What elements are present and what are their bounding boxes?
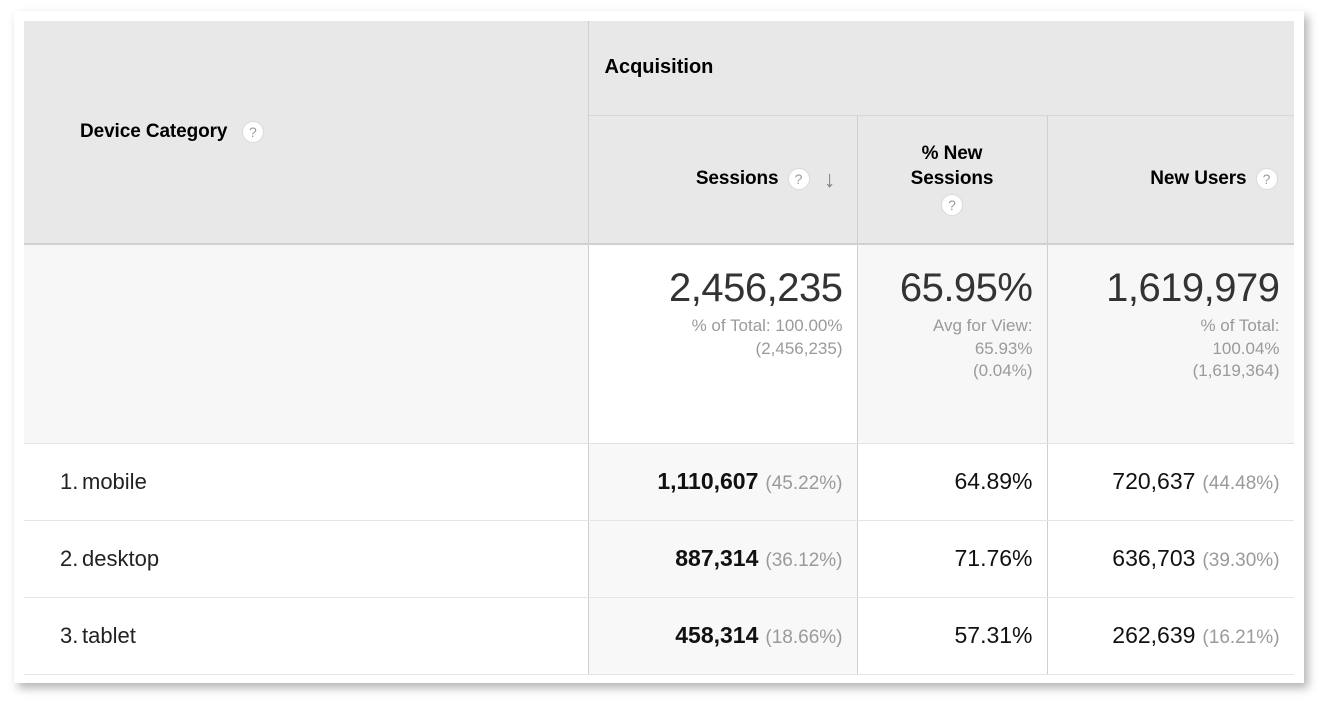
- row-sessions-percent: (18.66%): [765, 627, 843, 648]
- row-pct-new-sessions-value: 64.89%: [954, 468, 1033, 494]
- table-header: Device Category ? Acquisition Sessions ?: [24, 21, 1294, 245]
- row-new-users-value: 720,637: [1112, 468, 1196, 494]
- column-header-device-category-label: Device Category: [80, 120, 228, 142]
- column-header-pct-new-sessions-label-line2: Sessions: [910, 168, 994, 190]
- row-index: 3.: [60, 622, 79, 648]
- row-new-users-cell: 636,703 (39.30%): [1047, 520, 1294, 598]
- row-dimension-cell: 2. desktop: [24, 520, 589, 598]
- header-group-row: Device Category ? Acquisition: [24, 21, 1294, 245]
- table-scroll-area[interactable]: Device Category ? Acquisition Sessions ?: [24, 21, 1294, 683]
- row-pct-new-sessions-value: 57.31%: [954, 622, 1033, 648]
- summary-sessions-value: 2,456,235: [669, 266, 843, 310]
- column-header-sessions-label: Sessions: [695, 168, 779, 190]
- row-sessions-cell: 887,314 (36.12%): [588, 520, 858, 598]
- row-sessions-percent: (45.22%): [765, 473, 843, 494]
- help-circle-icon[interactable]: ?: [1255, 168, 1278, 191]
- row-label[interactable]: mobile: [82, 468, 147, 494]
- help-circle-icon[interactable]: ?: [787, 168, 810, 191]
- row-new-users-cell: 262,639 (16.21%): [1047, 597, 1294, 675]
- column-header-new-users-content: New Users ?: [1048, 168, 1294, 191]
- column-header-new-users-label: New Users: [1150, 168, 1247, 190]
- row-sessions-cell: 1,110,607 (45.22%): [588, 443, 858, 521]
- row-index: 2.: [60, 545, 79, 571]
- summary-new-users-note: % of Total: 100.04% (1,619,364): [1192, 316, 1280, 381]
- row-pct-new-sessions-cell: 71.76%: [857, 520, 1048, 598]
- column-group-header-acquisition-label: Acquisition: [604, 56, 714, 79]
- summary-sessions-cell: 2,456,235 % of Total: 100.00% (2,456,235…: [588, 244, 858, 444]
- table-row[interactable]: 2. desktop 887,314 (36.12%) 71.76% 636,70…: [24, 520, 1294, 598]
- device-category-acquisition-table: Device Category ? Acquisition Sessions ?: [24, 21, 1294, 675]
- row-pct-new-sessions-value: 71.76%: [954, 545, 1033, 571]
- column-header-pct-new-sessions[interactable]: % New Sessions ?: [857, 115, 1048, 245]
- row-index: 1.: [60, 468, 79, 494]
- column-header-new-users[interactable]: New Users ?: [1047, 115, 1294, 245]
- table-row[interactable]: 3. tablet 458,314 (18.66%) 57.31% 262,639…: [24, 597, 1294, 675]
- column-group-header-acquisition: Acquisition: [588, 21, 1294, 116]
- row-new-users-value: 262,639: [1112, 622, 1196, 648]
- summary-dimension-cell: [24, 244, 589, 444]
- row-new-users-value: 636,703: [1112, 545, 1196, 571]
- row-dimension-content: 2. desktop: [24, 546, 588, 572]
- summary-row: 2,456,235 % of Total: 100.00% (2,456,235…: [24, 244, 1294, 444]
- row-pct-new-sessions-cell: 64.89%: [857, 443, 1048, 521]
- row-sessions-value: 887,314: [675, 545, 759, 571]
- summary-pct-new-sessions-note: Avg for View: 65.93% (0.04%): [932, 316, 1033, 381]
- row-new-users-cell: 720,637 (44.48%): [1047, 443, 1294, 521]
- table-body: 2,456,235 % of Total: 100.00% (2,456,235…: [24, 244, 1294, 675]
- summary-pct-new-sessions-value: 65.95%: [899, 266, 1033, 310]
- help-circle-icon[interactable]: ?: [241, 121, 264, 144]
- row-new-users-percent: (39.30%): [1202, 550, 1280, 571]
- row-new-users-percent: (44.48%): [1202, 473, 1280, 494]
- row-label[interactable]: desktop: [82, 545, 160, 571]
- column-header-sessions-content: Sessions ? ↓: [589, 165, 857, 192]
- row-dimension-content: 1. mobile: [24, 469, 588, 495]
- row-sessions-value: 1,110,607: [657, 468, 759, 494]
- row-label[interactable]: tablet: [82, 622, 136, 648]
- summary-new-users-value: 1,619,979: [1106, 266, 1280, 310]
- column-header-pct-new-sessions-label-line1: % New: [921, 142, 983, 164]
- header-metric-row: Sessions ? ↓ % New Sessions ?: [24, 115, 1294, 245]
- report-card: Device Category ? Acquisition Sessions ?: [14, 11, 1304, 683]
- summary-sessions-note: % of Total: 100.00% (2,456,235): [691, 316, 843, 358]
- row-pct-new-sessions-cell: 57.31%: [857, 597, 1048, 675]
- row-sessions-value: 458,314: [675, 622, 759, 648]
- row-sessions-cell: 458,314 (18.66%): [588, 597, 858, 675]
- column-header-device-category[interactable]: Device Category ?: [24, 21, 589, 245]
- row-dimension-cell: 3. tablet: [24, 597, 589, 675]
- column-header-pct-new-sessions-content: % New Sessions ?: [858, 143, 1047, 216]
- help-circle-icon[interactable]: ?: [941, 193, 963, 216]
- row-sessions-percent: (36.12%): [765, 550, 843, 571]
- arrow-down-icon[interactable]: ↓: [823, 165, 836, 192]
- row-dimension-cell: 1. mobile: [24, 443, 589, 521]
- summary-new-users-cell: 1,619,979 % of Total: 100.04% (1,619,364…: [1047, 244, 1294, 444]
- table-row[interactable]: 1. mobile 1,110,607 (45.22%) 64.89% 720,6…: [24, 443, 1294, 521]
- row-dimension-content: 3. tablet: [24, 623, 588, 649]
- summary-pct-new-sessions-cell: 65.95% Avg for View: 65.93% (0.04%): [857, 244, 1048, 444]
- column-header-sessions[interactable]: Sessions ? ↓: [588, 115, 858, 245]
- row-new-users-percent: (16.21%): [1202, 627, 1280, 648]
